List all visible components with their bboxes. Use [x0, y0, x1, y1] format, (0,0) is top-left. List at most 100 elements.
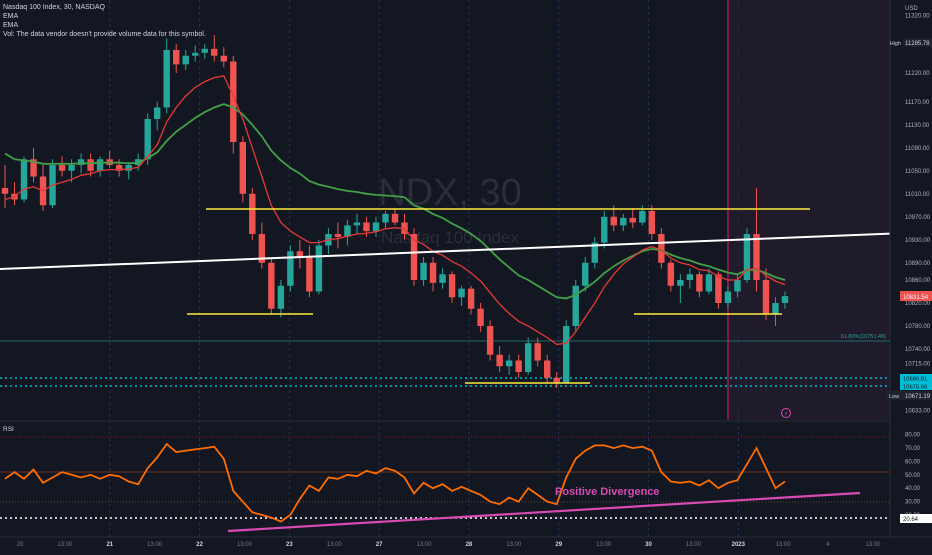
price-tick-label: 11010.00: [905, 192, 930, 198]
time-label: 30: [645, 542, 652, 548]
candle-body: [582, 262, 589, 286]
ema-legend-1[interactable]: EMA: [3, 13, 19, 20]
candle-body: [486, 326, 494, 355]
candle-body: [163, 50, 170, 108]
rsi-tick-label: 80.00: [905, 433, 921, 439]
time-label: 13:00: [237, 542, 253, 548]
price-scale[interactable]: [890, 0, 932, 537]
rsi-value: 20.64: [903, 517, 919, 523]
last-price-value: 10831.54: [903, 295, 929, 301]
candle-body: [686, 274, 694, 280]
price-tick-label: 11090.00: [905, 146, 930, 152]
candlestick-series: [1, 35, 789, 389]
candle-body: [382, 213, 389, 223]
candle-body: [781, 296, 789, 303]
candle-body: [715, 274, 722, 303]
alert-icon-glyph: ⚡: [784, 411, 788, 418]
level1-badge: [900, 374, 932, 382]
divergence-label: Positive Divergence: [555, 486, 660, 498]
candle-body: [77, 159, 85, 165]
candle-body: [734, 280, 741, 292]
divergence-line[interactable]: [227, 491, 861, 533]
currency-label: USD: [905, 6, 918, 12]
time-axis[interactable]: [0, 537, 932, 550]
candle-body: [30, 159, 37, 177]
candle-body: [182, 55, 189, 65]
candle-body: [125, 165, 132, 171]
low-value: 10671.19: [905, 394, 931, 400]
candle-body: [534, 343, 541, 361]
price-tick-label: 10633.00: [905, 409, 931, 415]
last-price-badge: [900, 291, 932, 301]
candle-body: [315, 245, 323, 292]
fib-level-label: 61.80%(10751.49): [841, 334, 886, 340]
candle-body: [658, 234, 665, 263]
rsi-tick-label: 50.00: [905, 473, 921, 479]
candle-body: [153, 107, 161, 119]
low-label: Low: [889, 394, 899, 400]
time-label: 2023: [732, 542, 746, 548]
high-badge: [903, 38, 932, 47]
candle-body: [601, 216, 608, 243]
time-label: 21: [106, 542, 113, 548]
alert-icon[interactable]: [781, 408, 791, 418]
rsi-title: RSI: [3, 426, 14, 433]
candle-body: [753, 234, 760, 280]
level2-badge: [900, 382, 932, 390]
candle-body: [591, 242, 598, 263]
candle-body: [629, 217, 637, 223]
price-tick-label: 11220.00: [905, 71, 930, 77]
candle-body: [620, 217, 627, 226]
time-label: 22: [196, 542, 203, 548]
candle-body: [677, 280, 684, 286]
watermark-symbol: NDX, 30: [378, 172, 522, 214]
candle-body: [115, 165, 123, 171]
price-tick-label: 10780.00: [905, 324, 931, 330]
candle-body: [306, 257, 313, 292]
candle-body: [572, 285, 579, 326]
rsi-tick-label: 70.00: [905, 446, 921, 452]
price-tick-label: 11170.00: [905, 100, 930, 106]
candle-body: [391, 213, 399, 223]
price-tick-label: 10970.00: [905, 215, 931, 221]
candle-body: [610, 216, 617, 226]
trend-white-line[interactable]: [0, 231, 932, 270]
time-label: 13:00: [417, 542, 433, 548]
candle-body: [743, 234, 751, 280]
candle-body: [724, 291, 732, 303]
symbol-title[interactable]: Nasdaq 100 Index, 30, NASDAQ: [3, 4, 105, 11]
low-badge: [886, 391, 932, 400]
candle-body: [230, 61, 237, 142]
candle-body: [296, 251, 304, 257]
candle-body: [429, 262, 437, 283]
time-label: 13:00: [686, 542, 702, 548]
time-labels: 20 13:00 21 13:00 22 13:00 23 13:00 27 13:00 28 13:…: [17, 542, 882, 548]
time-label: 20: [17, 542, 24, 548]
candle-body: [667, 262, 675, 286]
candle-body: [334, 234, 342, 237]
candle-body: [439, 274, 446, 283]
candle-body: [68, 165, 75, 171]
time-label: 13:00: [57, 542, 73, 548]
ema-legend-2[interactable]: EMA: [3, 22, 19, 29]
price-tick-label: 10820.00: [905, 301, 931, 307]
candle-body: [762, 280, 770, 315]
price-tick-label: 10930.00: [905, 238, 931, 244]
candle-body: [524, 343, 532, 372]
candle-body: [344, 225, 351, 237]
price-tick-label: 11130.00: [905, 123, 930, 129]
price-tick-label: 10715.00: [905, 361, 931, 367]
price-tick-label: 11050.00: [905, 169, 930, 175]
candle-body: [96, 159, 104, 171]
candle-body: [20, 159, 28, 200]
candle-body: [144, 119, 151, 160]
ema-fast-line: [4, 75, 786, 346]
price-tick-label: 11320.00: [905, 14, 930, 20]
candle-body: [467, 288, 475, 309]
candle-body: [563, 326, 570, 383]
rsi-line: [4, 442, 786, 523]
candle-body: [277, 285, 285, 309]
time-label: 23: [286, 542, 293, 548]
